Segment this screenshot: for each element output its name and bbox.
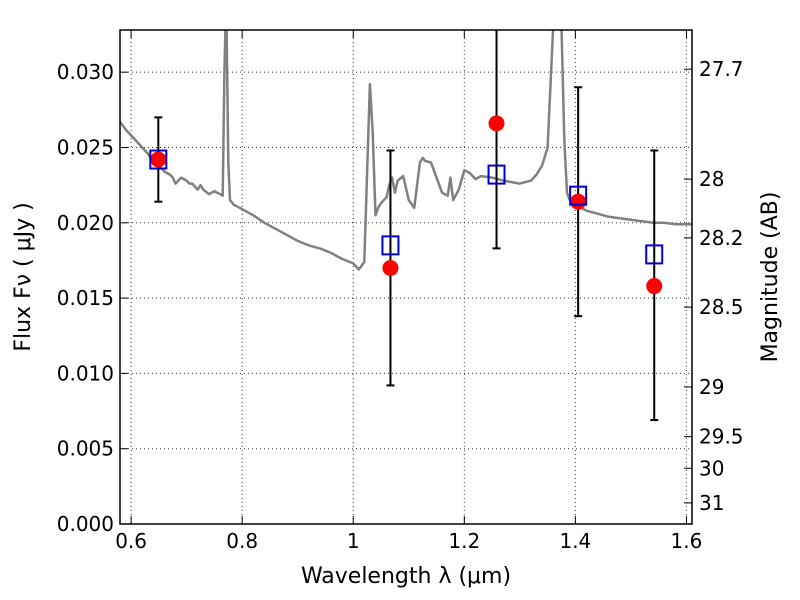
- observed-point: [646, 278, 663, 295]
- right-tick-label: 28.5: [699, 295, 744, 319]
- y-tick-label: 0.010: [57, 361, 114, 385]
- right-tick-label: 29: [699, 375, 724, 399]
- right-tick-label: 27.7: [699, 57, 744, 81]
- model-photometry-point: [149, 149, 168, 170]
- y-axis-title: Flux Fν ( μJy ): [11, 202, 36, 351]
- plot-area: [120, 30, 692, 422]
- y-tick-label: 0.000: [57, 512, 114, 536]
- x-axis-title: Wavelength λ (μm): [301, 564, 511, 589]
- x-axis: 0.6 0.8 1 1.2 1.4 1.6: [115, 30, 702, 553]
- right-tick-label: 30: [699, 456, 724, 480]
- right-tick-label: 31: [699, 491, 724, 515]
- y-tick-label: 0.015: [57, 286, 114, 310]
- observed-point: [382, 259, 399, 276]
- grid: [120, 30, 692, 525]
- x-tick-label: 1.4: [559, 529, 591, 553]
- right-axis-title: Magnitude (AB): [758, 192, 783, 363]
- y-axis-right: 27.7 28 28.2 28.5 29 29.5 30 31: [684, 57, 744, 515]
- x-tick-label: 1: [347, 529, 360, 553]
- model-spectrum-line: [120, 30, 692, 271]
- x-tick-label: 0.8: [226, 529, 258, 553]
- plot-frame: [119, 29, 693, 525]
- x-tick-label: 1.6: [671, 529, 703, 553]
- x-tick-label: 0.6: [115, 529, 147, 553]
- observed-point: [570, 193, 587, 210]
- y-tick-label: 0.005: [57, 437, 114, 461]
- model-photometry-point: [381, 235, 400, 256]
- right-tick-label: 29.5: [699, 425, 744, 449]
- model-photometry-point: [569, 185, 588, 206]
- observed-point: [488, 115, 505, 132]
- y-tick-label: 0.025: [57, 135, 114, 159]
- right-tick-label: 28: [699, 167, 724, 191]
- y-tick-label: 0.030: [57, 60, 114, 84]
- x-tick-label: 1.2: [448, 529, 480, 553]
- model-photometry-point: [645, 244, 664, 265]
- y-axis: 0.000 0.005 0.010 0.015 0.020 0.025 0.030: [57, 60, 128, 536]
- model-photometry-point: [487, 164, 506, 185]
- observed-point: [150, 151, 167, 168]
- y-tick-label: 0.020: [57, 211, 114, 235]
- right-tick-label: 28.2: [699, 226, 744, 250]
